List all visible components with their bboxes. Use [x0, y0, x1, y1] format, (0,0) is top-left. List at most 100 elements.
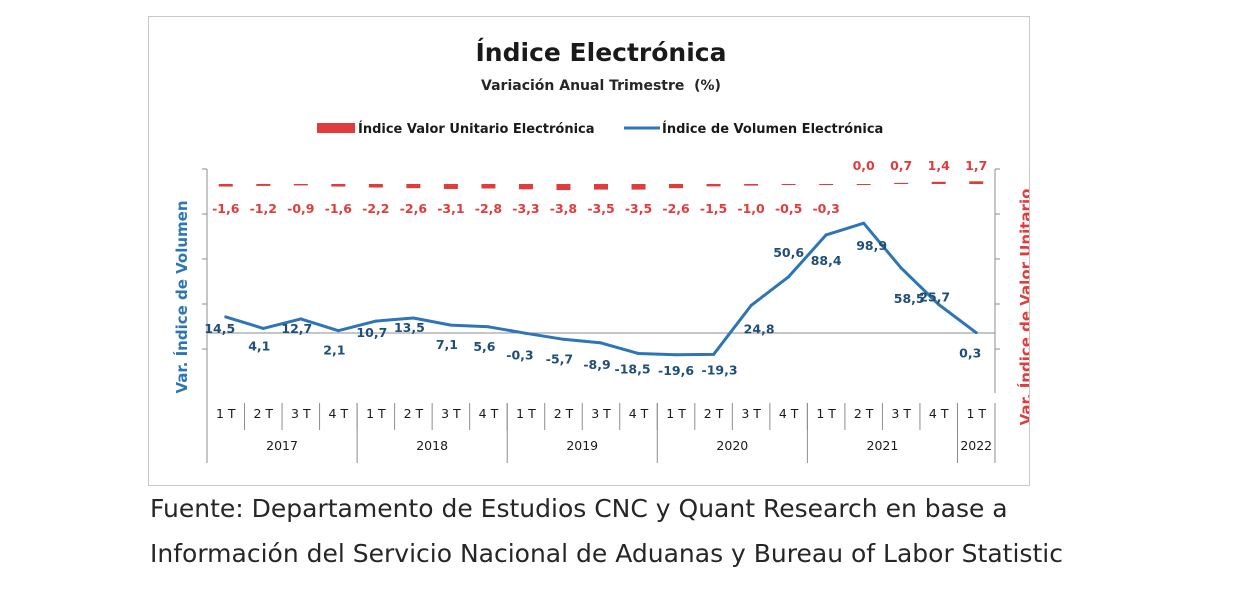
- valor-unitario-data-label: -3,5: [587, 201, 614, 216]
- x-tick-label-quarter: 3 T: [891, 406, 911, 421]
- valor-unitario-data-label: -1,5: [700, 201, 727, 216]
- x-axis-categories: 1 T 2 T 3 T 4 T 1 T 2 T 3 T 4 T 1 T 2 T 3 T 4 T 1 T 2…: [206, 393, 996, 463]
- x-group-label-year: 2021: [867, 438, 899, 453]
- legend-label-volumen: Índice de Volumen Electrónica: [662, 121, 883, 137]
- volumen-point: [224, 315, 228, 319]
- valor-unitario-data-label: -2,8: [475, 201, 502, 216]
- x-tick-label-quarter: 2 T: [854, 406, 874, 421]
- volumen-data-label: 5,6: [473, 339, 495, 354]
- valor-unitario-data-label: -1,6: [212, 201, 240, 216]
- volumen-point: [712, 352, 716, 356]
- valor-unitario-data-label: -3,5: [625, 201, 652, 216]
- x-group-label-year: 2019: [566, 438, 598, 453]
- source-note-line-2: Información del Servicio Nacional de Adu…: [150, 539, 1063, 568]
- valor-unitario-bar: [856, 184, 871, 185]
- volumen-data-label: 25,7: [919, 289, 950, 304]
- x-tick-label-quarter: 4 T: [929, 406, 949, 421]
- valor-unitario-bars: [218, 181, 984, 191]
- volumen-point: [862, 221, 866, 225]
- valor-unitario-bar: [669, 184, 684, 189]
- volumen-data-label: -8,9: [583, 357, 610, 372]
- volumen-data-label: 24,8: [744, 321, 775, 336]
- x-group-label-year: 2017: [266, 438, 298, 453]
- x-tick-label-quarter: 1 T: [816, 406, 836, 421]
- valor-unitario-bar: [894, 182, 909, 184]
- x-tick-label-quarter: 1 T: [666, 406, 686, 421]
- valor-unitario-data-label: -3,1: [437, 201, 464, 216]
- volumen-point: [674, 353, 678, 357]
- valor-unitario-bar: [256, 184, 271, 186]
- valor-unitario-bar: [218, 184, 233, 187]
- volumen-point: [824, 233, 828, 237]
- volumen-point: [261, 326, 265, 330]
- volumen-data-labels: 14,5 4,1 12,7 2,1 10,7 13,5 7,1 5,6 -0,3 -5,7 -8,9…: [204, 238, 981, 378]
- volumen-data-label: 0,3: [959, 346, 981, 361]
- y-axis-right-label: Var. Índice de Valor Unitario: [1016, 189, 1029, 426]
- volumen-point: [787, 275, 791, 279]
- volumen-point: [937, 302, 941, 306]
- x-tick-label-quarter: 3 T: [741, 406, 761, 421]
- x-tick-label-quarter: 4 T: [779, 406, 799, 421]
- valor-unitario-data-label: -2,6: [662, 201, 690, 216]
- valor-unitario-data-label: -0,5: [775, 201, 802, 216]
- legend: Índice Valor Unitario Electrónica Índice…: [317, 121, 883, 137]
- valor-unitario-bar: [481, 184, 496, 189]
- x-tick-label-quarter: 2 T: [554, 406, 574, 421]
- volumen-data-label: -19,3: [702, 362, 738, 377]
- valor-unitario-data-label: -0,3: [812, 201, 839, 216]
- valor-unitario-data-label: 1,7: [965, 158, 987, 173]
- axes: [202, 168, 1000, 393]
- valor-unitario-data-label: 0,7: [890, 158, 912, 173]
- x-tick-label-quarter: 2 T: [254, 406, 274, 421]
- volumen-point: [449, 323, 453, 327]
- volumen-point: [561, 337, 565, 341]
- x-tick-label-quarter: 3 T: [441, 406, 461, 421]
- valor-unitario-bar: [969, 181, 984, 184]
- valor-unitario-data-label: -1,6: [325, 201, 353, 216]
- volumen-data-label: 2,1: [323, 343, 345, 358]
- volumen-data-label: 98,9: [856, 238, 887, 253]
- x-tick-label-quarter: 4 T: [479, 406, 499, 421]
- valor-unitario-data-label: -3,8: [550, 201, 577, 216]
- x-group-label-year: 2018: [416, 438, 448, 453]
- valor-unitario-bar: [631, 184, 646, 190]
- valor-unitario-data-label: 1,4: [928, 158, 950, 173]
- legend-swatch-valor-unitario: [317, 123, 355, 133]
- volumen-data-label: 50,6: [773, 245, 804, 260]
- volumen-data-label: 58,5: [894, 291, 925, 306]
- volumen-point: [637, 352, 641, 356]
- volumen-point: [899, 266, 903, 270]
- source-note-line-1: Fuente: Departamento de Estudios CNC y Q…: [150, 494, 1008, 523]
- volumen-point: [411, 316, 415, 320]
- valor-unitario-bar: [594, 184, 608, 190]
- valor-unitario-bar: [443, 184, 458, 189]
- volumen-point: [974, 331, 978, 335]
- volumen-point: [524, 331, 528, 335]
- volumen-point: [749, 303, 753, 307]
- volumen-data-label: -18,5: [615, 362, 651, 377]
- chart-title: Índice Electrónica: [476, 38, 727, 67]
- x-tick-label-quarter: 3 T: [291, 406, 311, 421]
- valor-unitario-bar: [293, 184, 308, 186]
- valor-unitario-data-label: -1,2: [250, 201, 277, 216]
- valor-unitario-bar: [781, 184, 796, 185]
- valor-unitario-bar: [331, 184, 346, 187]
- x-tick-label-quarter: 1 T: [516, 406, 536, 421]
- valor-unitario-data-label: -1,0: [737, 201, 765, 216]
- volumen-point: [486, 325, 490, 329]
- volumen-line-series: [224, 221, 978, 357]
- x-tick-label-quarter: 3 T: [591, 406, 611, 421]
- valor-unitario-data-label: 0,0: [853, 158, 875, 173]
- chart-canvas: Índice Electrónica Variación Anual Trime…: [172, 38, 1029, 463]
- volumen-point: [336, 329, 340, 333]
- volumen-data-label: -0,3: [506, 347, 533, 362]
- legend-label-valor-unitario: Índice Valor Unitario Electrónica: [358, 121, 595, 137]
- valor-unitario-bar: [819, 184, 834, 185]
- x-tick-label-quarter: 1 T: [366, 406, 386, 421]
- valor-unitario-bar: [368, 184, 383, 188]
- x-tick-label-quarter: 4 T: [629, 406, 649, 421]
- valor-unitario-bar: [931, 181, 946, 184]
- x-tick-label-quarter: 2 T: [404, 406, 424, 421]
- volumen-data-label: 14,5: [204, 321, 235, 336]
- volumen-data-label: 12,7: [281, 321, 312, 336]
